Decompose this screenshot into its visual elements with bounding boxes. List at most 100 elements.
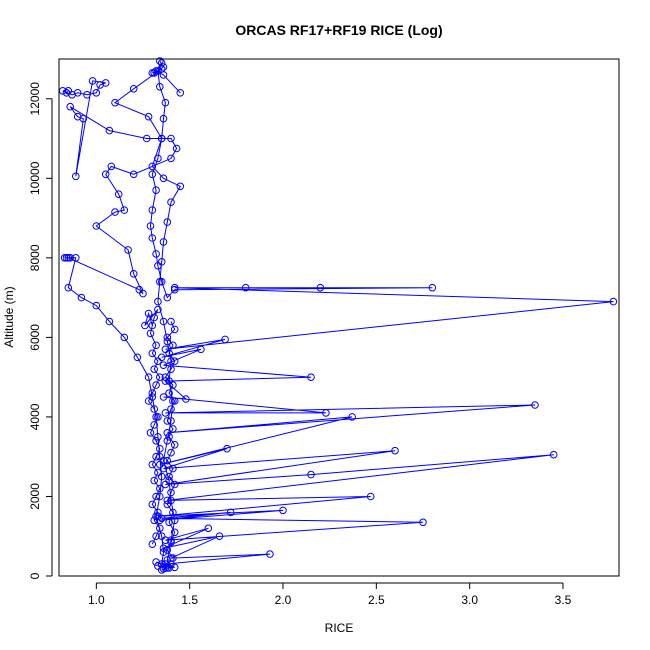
- data-point: [170, 285, 179, 294]
- data-point: [156, 277, 164, 286]
- data-point: [154, 305, 162, 314]
- data-point: [159, 317, 168, 326]
- data-point: [226, 508, 235, 517]
- data-point: [223, 444, 231, 453]
- data-point: [419, 518, 427, 527]
- x-tick-label: 3.0: [461, 593, 478, 607]
- data-point: [170, 283, 179, 292]
- data-point: [182, 395, 190, 403]
- data-point: [152, 381, 160, 389]
- data-point: [307, 373, 315, 382]
- data-point: [165, 472, 173, 481]
- data-point: [156, 444, 164, 453]
- data-point: [111, 98, 119, 107]
- data-point: [148, 349, 157, 358]
- data-point: [167, 405, 175, 413]
- series-line: [144, 309, 161, 545]
- data-point: [165, 389, 173, 397]
- data-point: [148, 460, 157, 469]
- data-point: [148, 540, 157, 549]
- data-point: [159, 361, 168, 370]
- data-point: [154, 413, 162, 421]
- data-point: [129, 85, 138, 93]
- data-point: [152, 250, 160, 258]
- y-tick-label: 4000: [28, 403, 42, 430]
- data-point: [152, 186, 160, 194]
- data-point: [167, 448, 175, 457]
- data-point: [161, 409, 170, 417]
- data-point: [148, 170, 157, 179]
- data-point: [163, 500, 172, 509]
- data-point: [197, 345, 205, 354]
- data-point: [366, 492, 375, 501]
- data-point: [307, 470, 315, 479]
- data-point: [221, 335, 229, 344]
- x-tick-label: 1.0: [88, 593, 105, 607]
- data-point: [144, 373, 153, 382]
- data-point: [169, 508, 177, 517]
- data-point: [150, 516, 158, 525]
- y-axis: 0 2000 4000 6000 8000 10000 12000: [28, 82, 53, 579]
- data-point: [60, 253, 69, 262]
- data-point: [531, 401, 539, 409]
- data-point: [111, 208, 119, 216]
- y-tick-label: 2000: [28, 483, 42, 510]
- data-point: [152, 452, 160, 461]
- data-point: [154, 357, 162, 366]
- data-point: [83, 91, 91, 99]
- data-point: [170, 528, 179, 537]
- data-point: [157, 532, 166, 541]
- data-point: [161, 98, 170, 107]
- data-point: [107, 162, 116, 171]
- data-point: [152, 492, 160, 501]
- data-point: [167, 538, 175, 547]
- data-point: [135, 285, 144, 294]
- data-point: [124, 246, 132, 254]
- data-point: [172, 144, 181, 153]
- y-tick-label: 8000: [28, 244, 42, 271]
- data-point: [148, 69, 157, 77]
- chart-title: ORCAS RF17+RF19 RICE (Log): [235, 22, 442, 38]
- data-point: [92, 89, 101, 97]
- data-point: [144, 397, 153, 405]
- data-point: [165, 518, 173, 527]
- data-point: [73, 112, 82, 121]
- data-point: [428, 283, 437, 292]
- data-point: [72, 172, 80, 181]
- data-point: [165, 433, 173, 441]
- data-point: [105, 126, 114, 135]
- x-axis-label: RICE: [325, 621, 354, 635]
- data-point: [142, 134, 151, 143]
- data-point: [101, 170, 110, 179]
- data-point: [167, 198, 175, 206]
- data-point: [163, 218, 172, 226]
- data-point: [156, 373, 164, 382]
- data-point: [157, 65, 166, 73]
- data-point: [64, 283, 73, 292]
- data-point: [163, 437, 172, 445]
- data-point: [170, 397, 179, 405]
- data-point: [170, 441, 179, 449]
- data-point: [129, 170, 138, 179]
- series-line: [62, 80, 178, 569]
- data-point: [169, 341, 177, 350]
- data-point: [156, 484, 164, 493]
- data-point: [133, 353, 142, 362]
- data-point: [163, 417, 172, 425]
- data-point: [167, 317, 175, 326]
- data-point: [215, 532, 224, 541]
- data-point: [152, 512, 160, 521]
- data-point: [169, 554, 177, 562]
- data-point: [170, 480, 179, 489]
- data-point: [170, 563, 179, 572]
- data-point: [157, 59, 166, 67]
- data-point: [148, 389, 157, 397]
- x-tick-label: 2.0: [275, 593, 292, 607]
- data-point: [120, 333, 129, 342]
- data-point: [154, 297, 162, 306]
- data-point: [169, 425, 177, 433]
- data-point: [66, 253, 74, 262]
- data-point: [88, 77, 97, 85]
